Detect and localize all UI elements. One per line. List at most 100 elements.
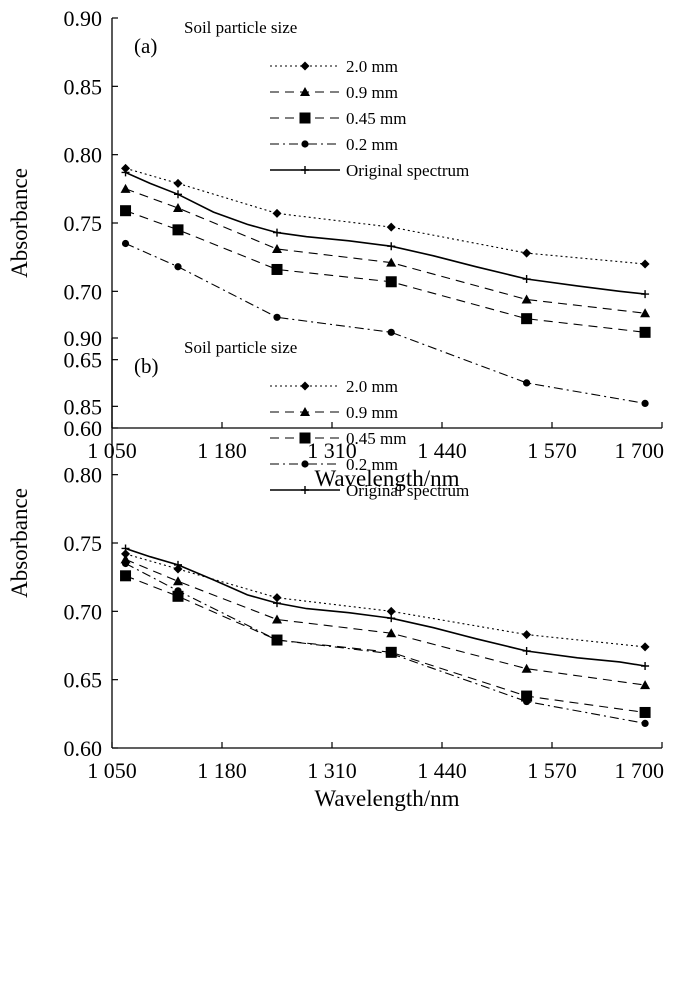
x-tick-label: 1 440 [417, 438, 467, 463]
y-tick-label: 0.85 [64, 74, 103, 99]
data-point [640, 308, 651, 318]
data-point [522, 248, 532, 258]
legend-marker [299, 432, 311, 444]
axes-a: 0.600.650.700.750.800.850.901 050 1 180 1 … [7, 6, 664, 491]
data-point [120, 205, 132, 217]
legend-entry-label: 0.9 mm [346, 83, 398, 102]
data-point [639, 706, 651, 718]
x-tick-label: 1 570 [527, 438, 577, 463]
y-tick-label: 0.60 [64, 736, 103, 761]
data-point [273, 599, 281, 608]
data-point [120, 183, 131, 193]
data-point [522, 646, 531, 655]
x-tick-label: 1 310 [307, 758, 357, 783]
data-point [273, 228, 281, 237]
legend-a: Soil particle size 2.0 mm 0.9 mm 0.45 mm 0.2… [184, 18, 469, 180]
x-tick-label: 1 570 [527, 758, 577, 783]
data-point [386, 606, 396, 616]
series-line [125, 553, 646, 648]
legend-entry-label: 0.45 mm [346, 429, 406, 448]
series-line [125, 167, 646, 265]
data-point [173, 576, 183, 586]
data-point [641, 719, 649, 727]
series-line [125, 171, 646, 295]
legend-marker [300, 87, 310, 96]
data-point [639, 326, 651, 338]
data-point [387, 650, 395, 658]
x-tick-label: 1 180 [197, 758, 247, 783]
legend-marker [299, 112, 311, 124]
x-tick-label: 1 700 [615, 758, 665, 783]
data-point [640, 642, 650, 652]
legend-marker [301, 166, 309, 174]
series-line [125, 547, 646, 667]
data-point [173, 178, 183, 188]
data-point [174, 560, 182, 569]
series-line [125, 563, 646, 724]
data-point [273, 313, 281, 321]
data-point [640, 680, 651, 690]
data-point [120, 570, 132, 582]
data-point [522, 275, 531, 284]
x-tick-label: 1 700 [615, 438, 665, 463]
legend-b: Soil particle size 2.0 mm 0.9 mm 0.45 mm 0.2… [184, 338, 469, 500]
y-axis-label: Absorbance [7, 488, 32, 598]
data-point [121, 168, 130, 177]
panel-a: 0.600.650.700.750.800.850.901 050 1 180 1 … [7, 6, 664, 491]
y-tick-label: 0.60 [64, 416, 103, 441]
data-point [272, 614, 282, 624]
data-point [174, 190, 182, 199]
data-point [272, 593, 282, 603]
y-tick-label: 0.65 [64, 668, 103, 693]
y-tick-label: 0.80 [64, 143, 103, 168]
series-line [125, 210, 646, 333]
legend-entry-label: 0.45 mm [346, 109, 406, 128]
data-point [523, 697, 531, 706]
y-tick-label: 0.90 [64, 326, 103, 351]
y-tick-label: 0.75 [64, 211, 103, 236]
data-point [386, 257, 397, 267]
data-point [121, 549, 131, 559]
data-point [521, 663, 532, 673]
data-point [641, 662, 650, 670]
legend-marker [300, 61, 310, 71]
data-point [387, 614, 396, 623]
x-tick-label: 1 050 [87, 758, 137, 783]
legend-marker [301, 486, 309, 494]
panel-label: (a) [134, 34, 157, 58]
data-point [173, 202, 183, 212]
y-tick-label: 0.65 [64, 348, 103, 373]
data-point [121, 544, 130, 553]
data-point [521, 294, 532, 304]
data-point [385, 276, 397, 288]
data-point [121, 239, 130, 248]
x-tick-label: 1 310 [307, 438, 357, 463]
data-point [523, 379, 531, 387]
x-tick-label: 1 440 [417, 758, 467, 783]
data-point [273, 636, 281, 644]
data-point [386, 222, 396, 232]
data-point [521, 690, 533, 702]
data-point [174, 587, 182, 595]
y-tick-label: 0.85 [64, 394, 103, 419]
x-axis-label: Wavelength/nm [314, 466, 459, 491]
y-tick-label: 0.75 [64, 531, 103, 556]
legend-title: Soil particle size [184, 338, 297, 357]
data-point [387, 242, 396, 251]
legend-entry-label: 0.2 mm [346, 135, 398, 154]
y-tick-label: 0.90 [64, 6, 103, 31]
legend-title: Soil particle size [184, 18, 297, 37]
data-point [387, 328, 395, 336]
data-point [121, 559, 130, 568]
legend-marker [301, 140, 309, 148]
data-point [272, 243, 282, 253]
data-point [271, 263, 283, 275]
x-axis-label: Wavelength/nm [314, 786, 459, 811]
panel-label: (b) [134, 354, 159, 378]
legend-entry-label: 2.0 mm [346, 57, 398, 76]
y-tick-label: 0.70 [64, 599, 103, 624]
legend-entry-label: Original spectrum [346, 161, 469, 180]
data-point [386, 628, 397, 638]
series-line [125, 188, 646, 314]
